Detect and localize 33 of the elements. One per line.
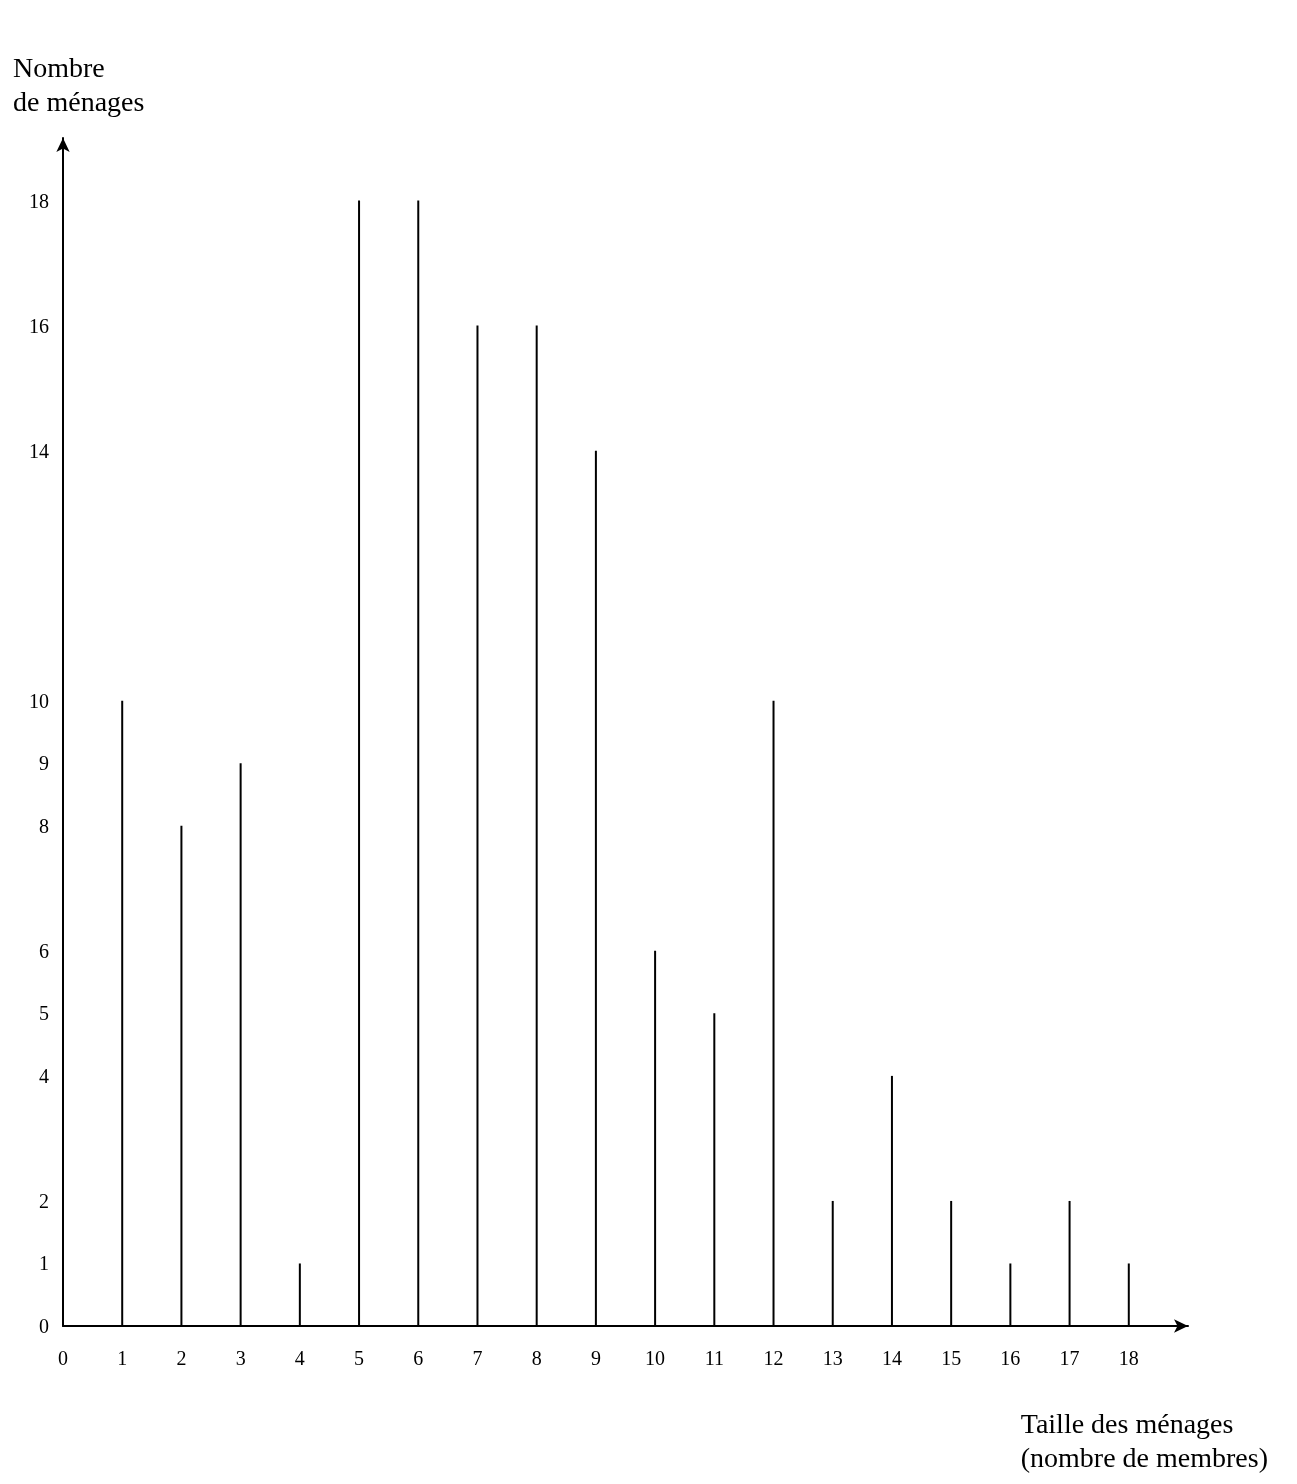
x-tick-label: 6 xyxy=(413,1347,424,1369)
x-tick-label: 17 xyxy=(1059,1347,1080,1369)
y-tick-label: 5 xyxy=(39,1002,49,1025)
y-tick-label: 8 xyxy=(39,814,49,837)
x-tick-label: 3 xyxy=(235,1347,246,1369)
y-tick-label: 16 xyxy=(29,314,49,337)
x-tick-label: 5 xyxy=(354,1347,365,1369)
y-tick-label: 0 xyxy=(39,1315,49,1337)
x-tick-label: 18 xyxy=(1118,1347,1139,1369)
x-tick-label: 10 xyxy=(645,1347,666,1369)
x-tick-label: 1 xyxy=(117,1347,128,1369)
x-tick-label: 4 xyxy=(294,1347,305,1369)
y-axis-title: Nombre de ménages xyxy=(13,51,145,117)
y-tick-label: 9 xyxy=(39,752,49,775)
x-tick-label: 2 xyxy=(176,1347,187,1369)
x-tick-label: 13 xyxy=(822,1347,843,1369)
x-tick-label: 8 xyxy=(531,1347,542,1369)
x-tick-label: 16 xyxy=(1000,1347,1021,1369)
y-tick-label: 4 xyxy=(39,1064,49,1087)
y-tick-label: 1 xyxy=(39,1252,49,1275)
x-tick-label: 11 xyxy=(704,1347,724,1369)
y-tick-label: 14 xyxy=(29,439,49,462)
x-tick-label: 9 xyxy=(590,1347,601,1369)
y-tick-label: 2 xyxy=(39,1189,49,1212)
x-tick-label: 12 xyxy=(763,1347,784,1369)
y-tick-label: 10 xyxy=(29,689,49,712)
x-tick-label: 15 xyxy=(941,1347,962,1369)
x-tick-label: 14 xyxy=(881,1347,902,1369)
x-axis-title: Taille des ménages (nombre de membres) xyxy=(1020,1407,1269,1473)
x-tick-label: 0 xyxy=(58,1347,68,1369)
x-tick-label: 7 xyxy=(472,1347,483,1369)
y-tick-label: 18 xyxy=(29,189,49,212)
y-tick-label: 6 xyxy=(39,939,49,962)
